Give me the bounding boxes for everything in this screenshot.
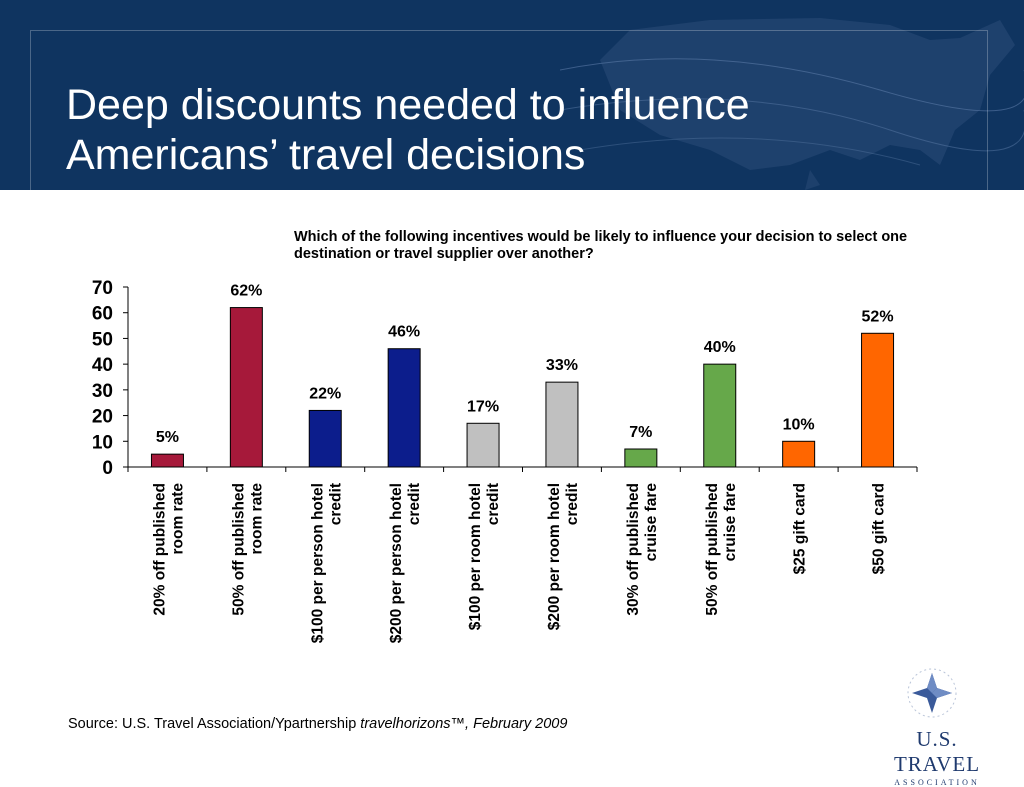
usa-map-icon [560,18,1024,190]
category-label-line: room rate [169,483,186,555]
header-frame [30,30,988,190]
category-label-line: $100 per person hotel [309,483,326,643]
category-label-line: $200 per room hotel [546,483,563,630]
data-label: 10% [783,416,815,433]
data-label: 33% [546,357,578,374]
header-banner: Deep discounts needed to influence Ameri… [0,0,1024,190]
data-label: 17% [467,398,499,415]
category-label: $50 gift card [871,483,888,574]
category-label-line: credit [406,483,423,525]
title-line-1: Deep discounts needed to influence [66,81,750,129]
star-compass-icon [907,668,957,718]
category-label: 50% off published room rate [230,483,265,616]
category-label-line: 20% off published [151,483,168,616]
category-label: $200 per room hotel credit [546,483,581,630]
bar [229,307,263,468]
category-label: 30% off published cruise fare [625,483,660,616]
data-label: 5% [156,429,179,446]
bar [861,332,895,468]
y-tick-label: 10 [92,432,113,453]
category-label: $100 per person hotel credit [309,483,344,643]
category-label-line: 30% off published [625,483,642,616]
y-tick-label: 40 [92,355,113,376]
source-prefix: Source: U.S. Travel Association/Ypartner… [68,716,361,732]
category-label: 50% off published cruise fare [704,483,739,616]
category-label-line: $25 gift card [792,483,809,574]
logo-line-1: U.S. TRAVEL [893,727,981,776]
data-label: 7% [629,424,652,441]
category-label: $100 per room hotel credit [467,483,502,630]
bar [466,422,500,468]
category-label-line: 50% off published [230,483,247,616]
y-tick-label: 20 [92,407,113,428]
slide-title: Deep discounts needed to influence Ameri… [66,80,826,180]
bar [150,453,184,468]
category-label-line: credit [485,483,502,525]
y-tick-label: 0 [102,458,113,479]
data-label: 62% [230,283,262,300]
bar [782,440,816,468]
category-label: 20% off published room rate [151,483,186,616]
logo-line-2: ASSOCIATION [894,778,980,787]
bar [387,348,421,468]
category-label-line: 50% off published [704,483,721,616]
category-label-line: cruise fare [643,483,660,562]
data-label: 40% [704,339,736,356]
category-label: $25 gift card [792,483,809,574]
category-label-line: $200 per person hotel [388,483,405,643]
bar [624,448,658,468]
source-note: Source: U.S. Travel Association/Ypartner… [68,716,567,732]
category-label-line: cruise fare [722,483,739,562]
title-line-2: Americans’ travel decisions [66,131,586,179]
category-label: $200 per person hotel credit [388,483,423,643]
source-publication: travelhorizons™, February 2009 [360,716,568,732]
bar [308,409,342,468]
category-label-line: credit [564,483,581,525]
category-label-line: $50 gift card [871,483,888,574]
category-label-line: room rate [248,483,265,555]
data-label: 52% [862,308,894,325]
y-tick-label: 70 [92,278,113,299]
data-label: 46% [388,324,420,341]
survey-question: Which of the following incentives would … [294,229,908,262]
bar [545,381,579,468]
association-logo: U.S. TRAVEL ASSOCIATION [876,727,998,787]
bar [703,363,737,468]
category-label-line: credit [327,483,344,525]
y-tick-label: 50 [92,329,113,350]
y-tick-label: 60 [92,304,113,325]
y-tick-label: 30 [92,381,113,402]
category-label-line: $100 per room hotel [467,483,484,630]
data-label: 22% [309,385,341,402]
